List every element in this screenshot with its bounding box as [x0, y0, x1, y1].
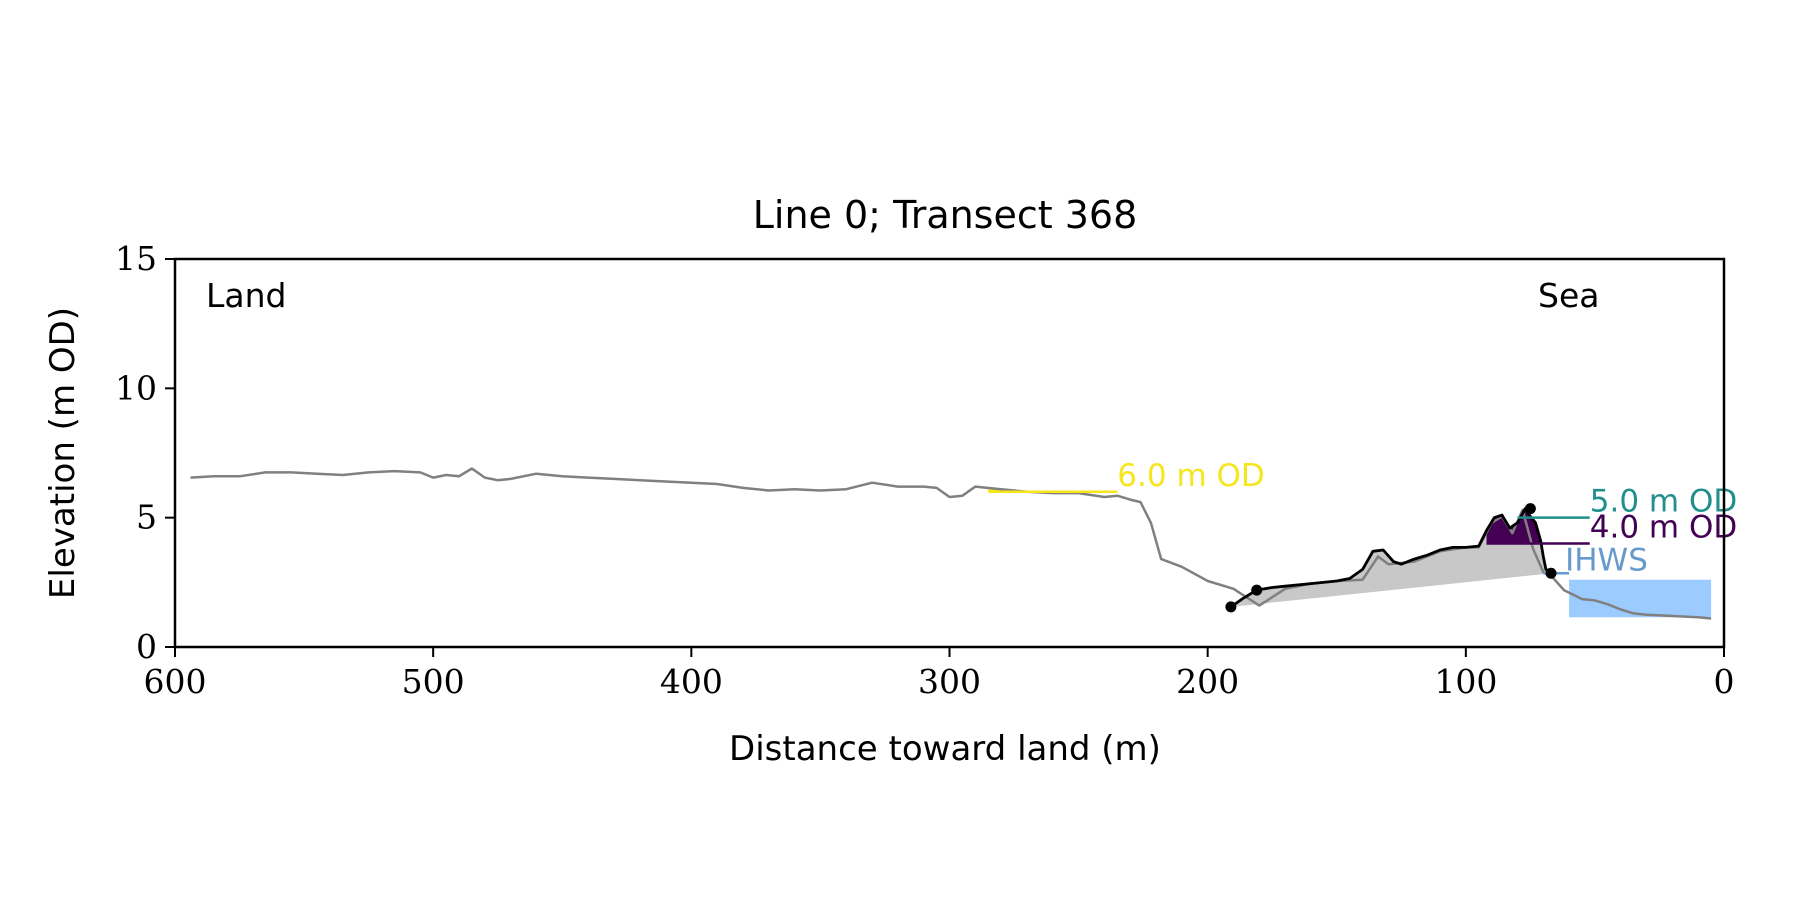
- fill-layer: [988, 487, 1712, 618]
- dune-point: [1545, 567, 1557, 579]
- x-tick-label: 300: [918, 662, 981, 701]
- level-4-label: 4.0 m OD: [1590, 510, 1737, 546]
- profile-line: [190, 467, 1712, 620]
- y-axis: 0 5 10 15: [115, 239, 175, 666]
- x-axis: 600 500 400 300 200 100 0: [144, 647, 1735, 701]
- x-axis-label: Distance toward land (m): [729, 729, 1161, 769]
- level-6-label: 6.0 m OD: [1117, 458, 1264, 494]
- land-label: Land: [206, 276, 286, 315]
- y-tick-label: 15: [115, 239, 157, 278]
- water-region: [1569, 579, 1712, 618]
- ihws-label: IHWS: [1565, 542, 1648, 578]
- y-tick-label: 5: [136, 498, 157, 537]
- dune-point: [1225, 601, 1237, 613]
- line-layer: [190, 467, 1712, 620]
- y-tick-label: 10: [115, 368, 157, 407]
- y-tick-label: 0: [136, 627, 157, 666]
- dune-point: [1251, 584, 1263, 596]
- x-tick-label: 0: [1714, 662, 1735, 701]
- x-tick-label: 100: [1434, 662, 1497, 701]
- dune-profile-line: [1230, 507, 1552, 609]
- dune-point: [1524, 503, 1536, 515]
- chart-title: Line 0; Transect 368: [753, 193, 1138, 237]
- dune-volume-fill: [1230, 508, 1551, 607]
- level-5-label: 5.0 m OD: [1590, 484, 1737, 520]
- x-tick-label: 500: [402, 662, 465, 701]
- x-tick-label: 400: [660, 662, 723, 701]
- x-tick-label: 600: [144, 662, 207, 701]
- x-tick-label: 200: [1176, 662, 1239, 701]
- y-axis-label: Elevation (m OD): [43, 307, 83, 599]
- level-4-fill: [1486, 508, 1590, 544]
- sea-label: Sea: [1538, 276, 1599, 315]
- marker-layer: [1225, 503, 1557, 613]
